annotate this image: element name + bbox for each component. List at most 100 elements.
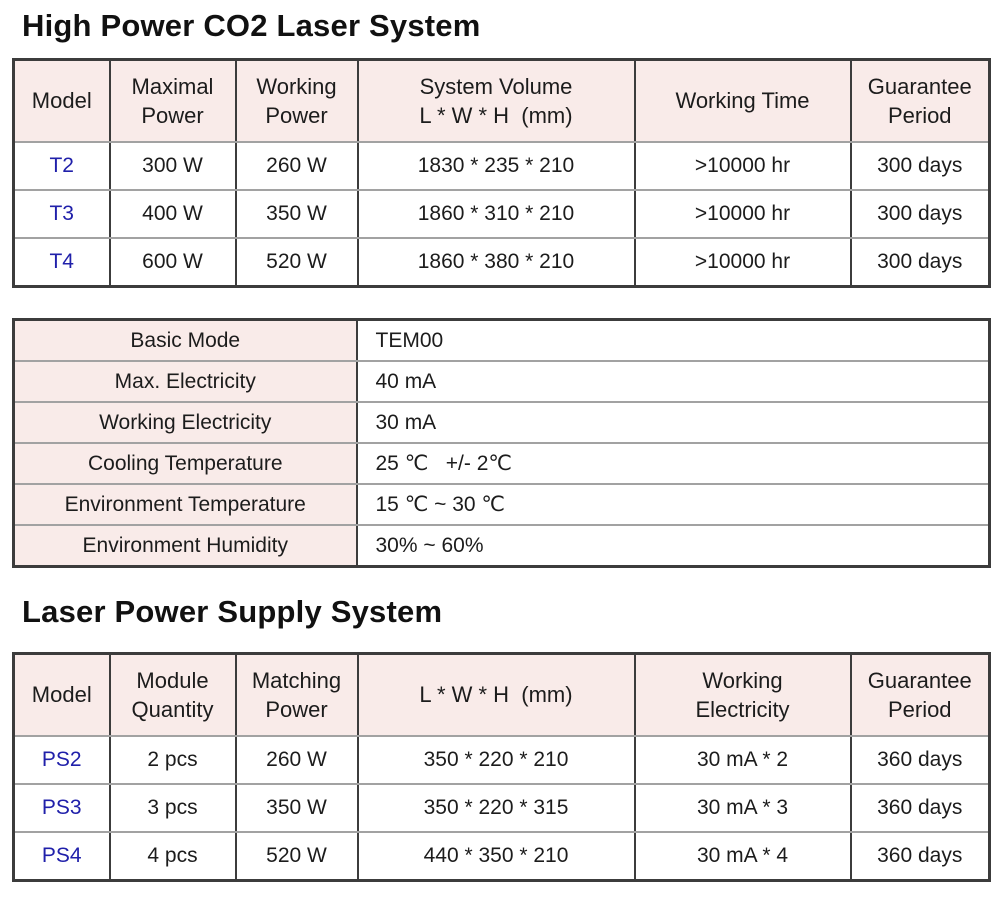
spec-label: Environment Temperature	[12, 483, 358, 526]
model-link-t3[interactable]: T3	[12, 189, 111, 239]
column-header-text: Module	[136, 667, 209, 693]
table-cell: 600 W	[108, 237, 237, 288]
column-header-system-volume: System Volume L * W * H (mm)	[356, 58, 636, 143]
model-link-t4[interactable]: T4	[12, 237, 111, 288]
table-cell: 30 mA * 4	[633, 831, 852, 882]
table-row: Max. Electricity 40 mA	[12, 360, 991, 403]
spec-value: 15 ℃ ~ 30 ℃	[355, 483, 991, 526]
table-cell: 300 days	[849, 237, 991, 288]
spec-label: Max. Electricity	[12, 360, 358, 403]
table-header-row: Model Maximal Power Working Power System…	[12, 58, 991, 143]
table-cell: 350 * 220 * 210	[356, 735, 636, 785]
column-header-matching-power: Matching Power	[234, 652, 359, 737]
column-header-working-time: Working Time	[633, 58, 852, 143]
column-header-text: L * W * H (mm)	[419, 682, 573, 708]
table-cell: 300 days	[849, 141, 991, 191]
table-row: T3 400 W 350 W 1860 * 310 * 210 >10000 h…	[12, 189, 991, 239]
spec-label: Basic Mode	[12, 318, 358, 362]
table-cell: 360 days	[849, 735, 991, 785]
table-cell: 350 W	[234, 189, 359, 239]
column-header-text: Power	[265, 103, 328, 128]
column-header-text: Power	[265, 697, 328, 722]
column-header-text: Model	[31, 682, 92, 708]
spec-label: Cooling Temperature	[12, 442, 358, 485]
table-row: Cooling Temperature 25 ℃ +/- 2℃	[12, 442, 991, 485]
column-header-text: L * W * H (mm)	[419, 103, 573, 128]
table-row: PS3 3 pcs 350 W 350 * 220 * 315 30 mA * …	[12, 783, 991, 833]
column-header-lwh: L * W * H (mm)	[356, 652, 636, 737]
column-header-text: Matching	[251, 667, 342, 693]
column-header-module-quantity: Module Quantity	[108, 652, 237, 737]
table-cell: 1860 * 310 * 210	[356, 189, 636, 239]
spec-label: Environment Humidity	[12, 524, 358, 568]
table-cell: 350 W	[234, 783, 359, 833]
table-cell: 520 W	[234, 237, 359, 288]
column-header-text: Working	[256, 73, 337, 99]
table-row: T2 300 W 260 W 1830 * 235 * 210 >10000 h…	[12, 141, 991, 191]
spec-label: Working Electricity	[12, 401, 358, 444]
model-link-ps4[interactable]: PS4	[12, 831, 111, 882]
column-header-working-electricity: Working Electricity	[633, 652, 852, 737]
table-cell: 1860 * 380 * 210	[356, 237, 636, 288]
column-header-model: Model	[12, 58, 111, 143]
table-row: Environment Humidity 30% ~ 60%	[12, 524, 991, 568]
model-link-ps3[interactable]: PS3	[12, 783, 111, 833]
table-row: T4 600 W 520 W 1860 * 380 * 210 >10000 h…	[12, 237, 991, 288]
spec-value: 30% ~ 60%	[355, 524, 991, 568]
table-row: PS4 4 pcs 520 W 440 * 350 * 210 30 mA * …	[12, 831, 991, 882]
table-cell: >10000 hr	[633, 189, 852, 239]
table-row: Environment Temperature 15 ℃ ~ 30 ℃	[12, 483, 991, 526]
table-cell: 30 mA * 3	[633, 783, 852, 833]
table-cell: 300 days	[849, 189, 991, 239]
table-cell: 360 days	[849, 831, 991, 882]
column-header-model: Model	[12, 652, 111, 737]
table-cell: 520 W	[234, 831, 359, 882]
column-header-text: Working	[702, 667, 783, 693]
table-cell: 2 pcs	[108, 735, 237, 785]
table-cell: 400 W	[108, 189, 237, 239]
table-cell: 1830 * 235 * 210	[356, 141, 636, 191]
table-header-row: Model Module Quantity Matching Power L *…	[12, 652, 991, 737]
column-header-text: Model	[31, 88, 92, 114]
column-header-text: Working Time	[675, 88, 810, 114]
laser-parameter-table: Basic Mode TEM00 Max. Electricity 40 mA …	[12, 318, 991, 568]
column-header-text: Guarantee	[867, 667, 972, 693]
table-cell: 350 * 220 * 315	[356, 783, 636, 833]
table-cell: 300 W	[108, 141, 237, 191]
column-header-maximal-power: Maximal Power	[108, 58, 237, 143]
table-cell: 260 W	[234, 141, 359, 191]
table-cell: 30 mA * 2	[633, 735, 852, 785]
table-cell: 260 W	[234, 735, 359, 785]
column-header-text: Power	[141, 103, 204, 128]
page-title-laser-system: High Power CO2 Laser System	[22, 8, 481, 43]
column-header-guarantee-period: Guarantee Period	[849, 652, 991, 737]
table-row: Basic Mode TEM00	[12, 318, 991, 362]
column-header-text: Quantity	[131, 697, 214, 722]
page-title-power-supply: Laser Power Supply System	[22, 594, 443, 629]
column-header-text: Period	[887, 103, 952, 128]
column-header-text: Period	[887, 697, 952, 722]
table-row: PS2 2 pcs 260 W 350 * 220 * 210 30 mA * …	[12, 735, 991, 785]
model-link-t2[interactable]: T2	[12, 141, 111, 191]
table-cell: >10000 hr	[633, 141, 852, 191]
table-cell: 360 days	[849, 783, 991, 833]
column-header-text: Electricity	[695, 697, 790, 722]
power-supply-table: Model Module Quantity Matching Power L *…	[12, 652, 991, 882]
table-cell: 4 pcs	[108, 831, 237, 882]
column-header-text: Guarantee	[867, 73, 972, 99]
spec-value: 25 ℃ +/- 2℃	[355, 442, 991, 485]
column-header-text: Maximal	[131, 73, 214, 99]
table-row: Working Electricity 30 mA	[12, 401, 991, 444]
model-link-ps2[interactable]: PS2	[12, 735, 111, 785]
table-cell: >10000 hr	[633, 237, 852, 288]
column-header-working-power: Working Power	[234, 58, 359, 143]
column-header-text: System Volume	[419, 73, 573, 99]
column-header-guarantee-period: Guarantee Period	[849, 58, 991, 143]
laser-system-table: Model Maximal Power Working Power System…	[12, 58, 991, 288]
spec-value: 30 mA	[355, 401, 991, 444]
table-cell: 3 pcs	[108, 783, 237, 833]
table-cell: 440 * 350 * 210	[356, 831, 636, 882]
spec-value: 40 mA	[355, 360, 991, 403]
spec-value: TEM00	[355, 318, 991, 362]
